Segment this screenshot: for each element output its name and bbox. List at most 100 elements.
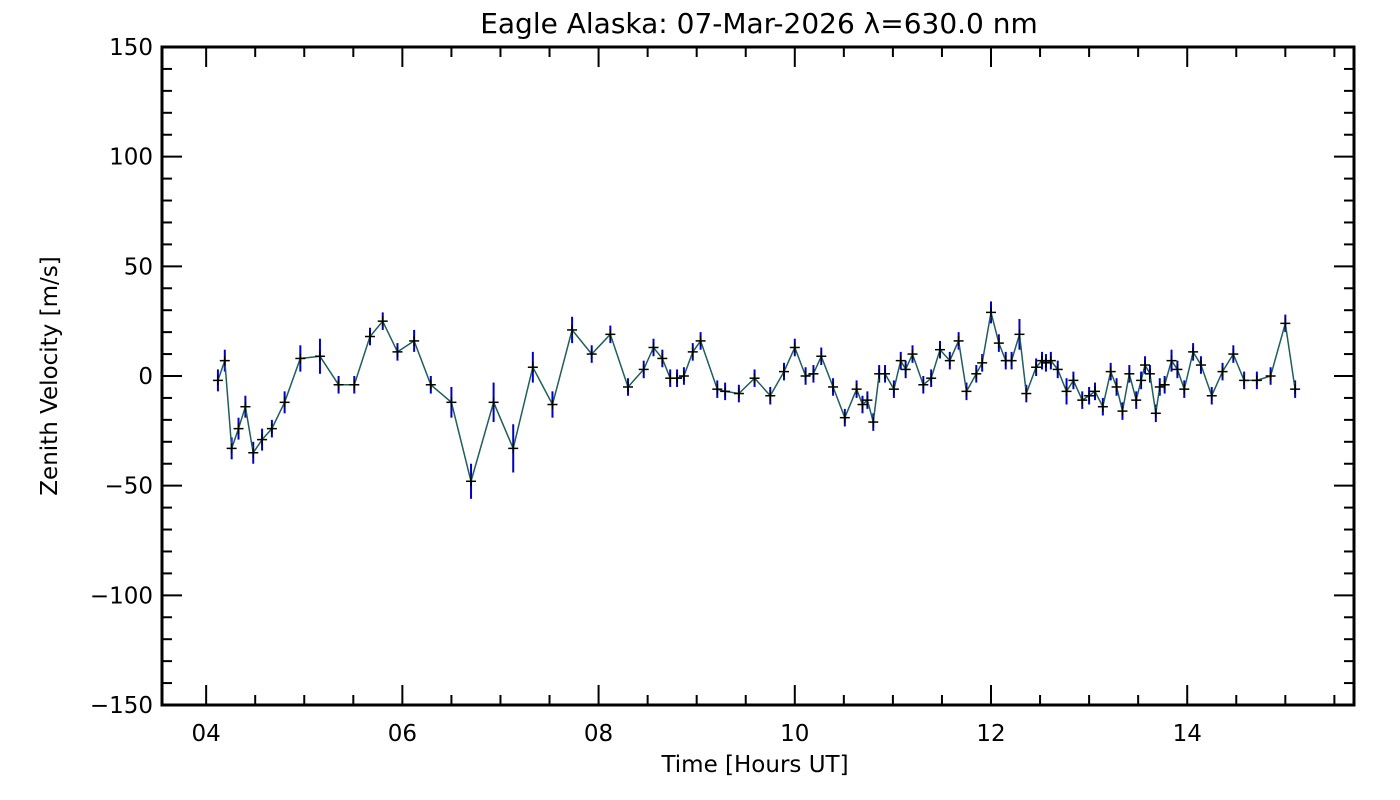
y-tick-label: −100 bbox=[90, 583, 153, 609]
data-point bbox=[1105, 366, 1116, 377]
data-point bbox=[266, 423, 277, 434]
data-point bbox=[1045, 355, 1056, 366]
data-point bbox=[219, 355, 230, 366]
data-point bbox=[466, 476, 477, 487]
data-point bbox=[1188, 346, 1199, 357]
data-point bbox=[1150, 408, 1161, 419]
data-point bbox=[944, 355, 955, 366]
series-line bbox=[217, 312, 1296, 485]
y-tick-label: −50 bbox=[104, 474, 153, 500]
x-tick-label: 08 bbox=[584, 721, 613, 747]
data-point bbox=[895, 355, 906, 366]
data-point bbox=[1052, 364, 1063, 375]
data-point bbox=[425, 379, 436, 390]
data-point bbox=[1040, 357, 1051, 368]
data-point bbox=[1124, 368, 1135, 379]
data-point bbox=[934, 344, 945, 355]
data-point bbox=[828, 381, 839, 392]
tick-labels: −150 −100 −50 0 50 100 150 04 06 08 10 12 14 bbox=[90, 35, 1202, 747]
data-point bbox=[1084, 390, 1095, 401]
data-point bbox=[409, 335, 420, 346]
data-point bbox=[657, 353, 668, 364]
data-point bbox=[364, 331, 375, 342]
y-tick-label: 150 bbox=[109, 35, 153, 61]
data-point bbox=[953, 335, 964, 346]
data-point bbox=[1166, 355, 1177, 366]
x-tick-label: 10 bbox=[780, 721, 809, 747]
data-point bbox=[720, 386, 731, 397]
series-line-group bbox=[217, 312, 1296, 485]
data-point bbox=[638, 364, 649, 375]
data-point bbox=[648, 342, 659, 353]
data-point bbox=[880, 368, 891, 379]
data-point bbox=[257, 434, 268, 445]
chart-title: Eagle Alaska: 07-Mar-2026 λ=630.0 nm bbox=[480, 7, 1038, 40]
data-point bbox=[1021, 388, 1032, 399]
data-point bbox=[1111, 381, 1122, 392]
data-point bbox=[392, 346, 403, 357]
data-point bbox=[800, 371, 811, 381]
data-point bbox=[971, 368, 982, 379]
x-tick-label: 14 bbox=[1173, 721, 1202, 747]
data-point bbox=[687, 346, 698, 357]
data-point bbox=[377, 316, 388, 327]
data-point bbox=[1239, 375, 1250, 386]
x-tick-label: 04 bbox=[192, 721, 221, 747]
data-point bbox=[1217, 366, 1228, 377]
y-tick-label: 50 bbox=[124, 254, 153, 280]
data-point bbox=[1159, 379, 1170, 390]
data-point bbox=[695, 335, 706, 346]
plot-frame bbox=[160, 45, 1356, 707]
data-point bbox=[1251, 375, 1262, 386]
data-point bbox=[1131, 395, 1142, 406]
data-point bbox=[314, 351, 325, 362]
data-point bbox=[862, 395, 873, 406]
data-point bbox=[1265, 371, 1276, 381]
data-point bbox=[1061, 386, 1072, 397]
data-point bbox=[1228, 349, 1239, 360]
data-point bbox=[567, 324, 578, 335]
x-tick-label: 06 bbox=[388, 721, 417, 747]
data-point bbox=[851, 384, 862, 395]
data-point bbox=[240, 401, 251, 412]
data-point bbox=[868, 417, 879, 428]
data-point bbox=[488, 397, 499, 408]
data-point bbox=[749, 373, 760, 384]
data-point bbox=[1077, 395, 1088, 406]
data-point bbox=[986, 307, 997, 318]
data-point bbox=[248, 447, 259, 458]
data-point bbox=[678, 371, 689, 381]
data-point bbox=[1140, 360, 1151, 371]
data-point bbox=[1136, 375, 1147, 386]
y-axis-label: Zenith Velocity [m/s] bbox=[37, 256, 63, 495]
data-point bbox=[712, 384, 723, 395]
data-point bbox=[446, 397, 457, 408]
data-point bbox=[839, 412, 850, 423]
data-point bbox=[765, 390, 776, 401]
x-axis-label: Time [Hours UT] bbox=[660, 752, 848, 778]
data-point bbox=[672, 373, 683, 384]
data-point bbox=[1280, 318, 1291, 329]
data-point bbox=[605, 329, 616, 340]
data-point bbox=[233, 423, 244, 434]
data-point bbox=[623, 381, 634, 392]
y-tick-label: 0 bbox=[138, 364, 153, 390]
y-tick-label: 100 bbox=[109, 145, 153, 171]
data-point bbox=[1172, 364, 1183, 375]
data-point bbox=[1206, 390, 1217, 401]
data-point bbox=[1195, 360, 1206, 371]
data-point bbox=[1068, 375, 1079, 386]
data-point bbox=[961, 386, 972, 397]
data-point bbox=[918, 379, 929, 390]
data-point bbox=[1290, 384, 1301, 395]
data-point bbox=[212, 375, 223, 386]
data-point bbox=[789, 342, 800, 353]
data-point bbox=[926, 373, 937, 384]
data-point bbox=[1089, 386, 1100, 397]
data-point bbox=[977, 357, 988, 368]
data-point bbox=[527, 362, 538, 373]
data-point bbox=[907, 349, 918, 360]
data-point bbox=[508, 443, 519, 454]
data-point bbox=[993, 338, 1004, 349]
